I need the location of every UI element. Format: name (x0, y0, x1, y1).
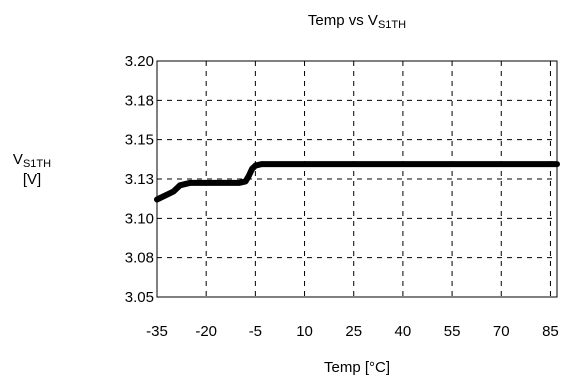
x-axis-label: Temp [°C] (323, 359, 390, 376)
y-axis-label: VS1TH [V] (8, 150, 56, 190)
y-axis-label-unit: [V] (22, 171, 42, 188)
x-tick-label: 25 (345, 323, 362, 340)
x-tick-label: -20 (195, 323, 217, 340)
y-axis-label-sub: S1TH (22, 158, 52, 170)
grid-lines (157, 61, 557, 297)
chart-title: Temp vs VS1TH (307, 12, 407, 31)
x-tick-label: -5 (249, 323, 262, 340)
y-tick-label: 3.20 (125, 53, 154, 70)
x-tick-label: 10 (296, 323, 313, 340)
x-tick-label: 70 (493, 323, 510, 340)
plot-area-frame (156, 60, 558, 298)
x-tick-label: -35 (146, 323, 168, 340)
x-tick-label: 55 (444, 323, 461, 340)
y-tick-label: 3.18 (125, 92, 154, 109)
series-line (154, 161, 560, 203)
y-tick-label: 3.13 (125, 171, 154, 188)
x-tick-label: 85 (542, 323, 559, 340)
x-tick-labels: -35 -20 -5 10 25 40 55 70 85 (146, 323, 559, 340)
y-tick-labels: 3.05 3.08 3.10 3.13 3.15 3.18 3.20 (125, 53, 154, 306)
y-tick-label: 3.05 (125, 289, 154, 306)
series-group (154, 161, 560, 203)
y-tick-label: 3.10 (125, 210, 154, 227)
y-axis-label-main: V (12, 151, 23, 168)
x-tick-label: 40 (395, 323, 412, 340)
y-tick-label: 3.15 (125, 132, 154, 149)
y-tick-label: 3.08 (125, 250, 154, 267)
